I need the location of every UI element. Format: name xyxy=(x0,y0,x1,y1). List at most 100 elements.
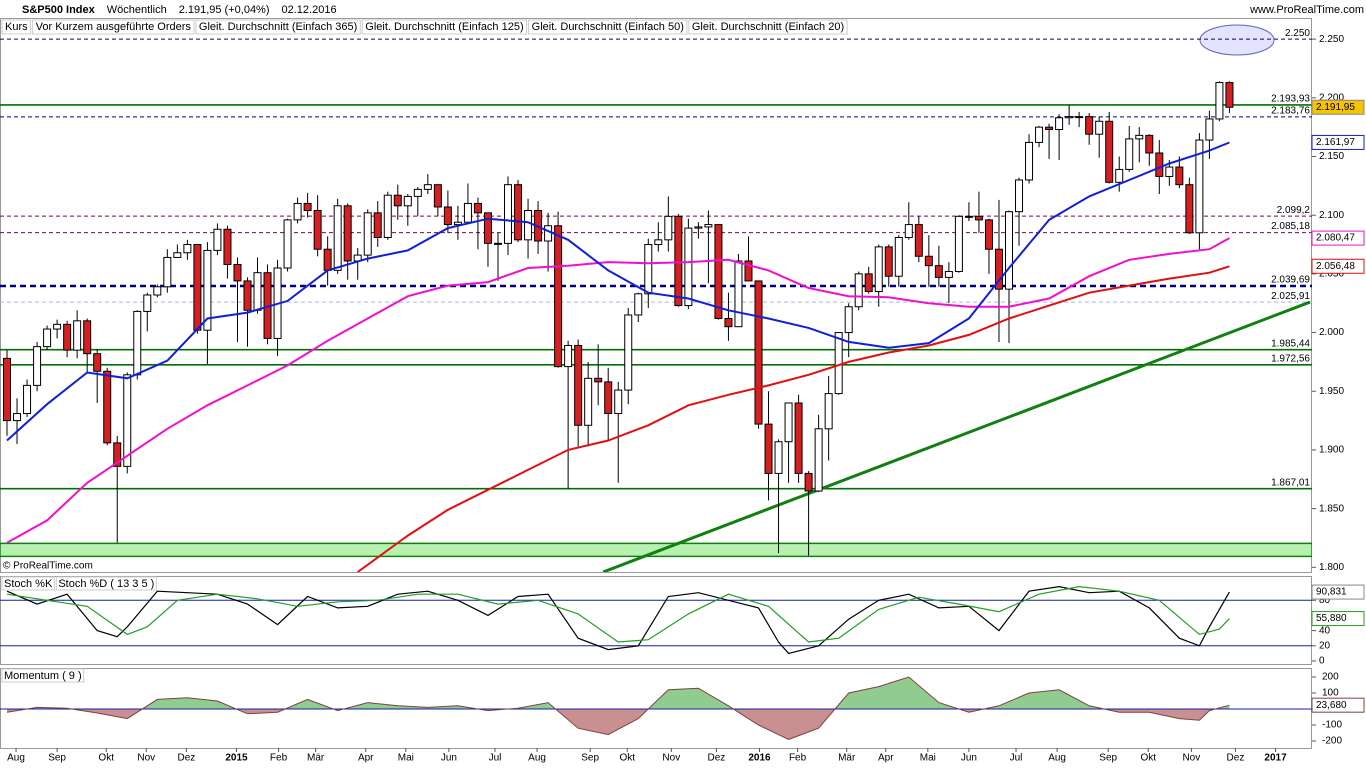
candle-body xyxy=(413,188,422,197)
momentum-area-down xyxy=(7,708,1216,740)
x-tick-label: Okt xyxy=(619,753,635,764)
header-date: 02.12.2016 xyxy=(282,4,337,16)
candle-body xyxy=(714,224,723,319)
header-title: S&P500 Index xyxy=(22,4,96,16)
level-label: 2.183,76 xyxy=(1271,106,1310,117)
value-tag-box xyxy=(1311,99,1365,115)
candle-body xyxy=(864,273,873,292)
price-plot xyxy=(0,38,1312,572)
candle-body xyxy=(1185,184,1194,234)
x-tick-label: Dez xyxy=(1227,753,1245,764)
candle-body xyxy=(1105,120,1114,183)
candle-body xyxy=(313,209,322,250)
y-tick-label: 2.250 xyxy=(1319,34,1344,45)
legend-entry: Vor Kurzem ausgeführte Orders xyxy=(36,21,192,33)
level-label: 2.085,18 xyxy=(1271,221,1310,232)
candle-body xyxy=(103,370,112,444)
level-label: 1.867,01 xyxy=(1271,477,1310,488)
candle-body xyxy=(363,212,372,256)
candle-body xyxy=(644,244,653,295)
candle-body xyxy=(1085,116,1094,135)
candle-body xyxy=(814,428,823,492)
candle-body xyxy=(1145,134,1154,154)
y-tick-label: 20 xyxy=(1319,640,1331,651)
candle-body xyxy=(1135,134,1144,140)
candle-body xyxy=(834,332,843,395)
candle-body xyxy=(223,228,232,265)
candle-body xyxy=(584,377,593,426)
copyright: © ProRealTime.com xyxy=(3,561,93,572)
candle-body xyxy=(774,441,783,474)
x-tick-label: Nov xyxy=(137,753,155,764)
x-tick-label: Sep xyxy=(48,753,66,764)
candle-body xyxy=(193,244,202,331)
candle-body xyxy=(964,215,973,218)
candle-body xyxy=(1095,120,1104,135)
x-tick-label: 2016 xyxy=(748,753,771,764)
candle-body xyxy=(594,377,603,383)
legend-box xyxy=(55,576,157,591)
candle-body xyxy=(63,323,72,351)
legend-box xyxy=(361,19,528,35)
candle-body xyxy=(764,423,773,474)
y-tick-label: 1.950 xyxy=(1319,386,1344,397)
level-label: 1.985,44 xyxy=(1271,338,1310,349)
candle-body xyxy=(3,357,12,422)
candle-body xyxy=(213,228,222,251)
momentum-area-up xyxy=(27,677,1230,709)
legend-entry: Stoch %K xyxy=(4,578,53,590)
candle-body xyxy=(634,293,643,316)
level-label: 2.193,93 xyxy=(1271,94,1310,105)
candle-body xyxy=(323,248,332,271)
legend: Kurs Vor Kurzem ausgeführte Orders Gleit. … xyxy=(1,19,848,35)
x-tick-label: Jul xyxy=(489,753,502,764)
candle-body xyxy=(694,226,703,229)
level-label: 1.972,56 xyxy=(1271,353,1310,364)
candle-body xyxy=(854,273,863,308)
legend-box xyxy=(32,19,195,35)
candle-body xyxy=(153,286,162,296)
x-tick-label: Mai xyxy=(398,753,414,764)
candle-body xyxy=(884,246,893,277)
x-tick-label: Dez xyxy=(708,753,726,764)
candle-body xyxy=(874,246,883,292)
candle-body xyxy=(1055,117,1064,131)
legend-entry: Kurs xyxy=(5,21,28,33)
candle-body xyxy=(514,184,523,241)
candle-body xyxy=(524,209,533,241)
candle-body xyxy=(504,184,513,244)
candle-body xyxy=(343,205,352,262)
moving-average xyxy=(6,141,1230,442)
candle-body xyxy=(53,323,62,330)
candle-body xyxy=(113,442,122,467)
candle-body xyxy=(173,252,182,258)
candle-body xyxy=(624,314,633,391)
candle-body xyxy=(804,472,813,492)
candle-body xyxy=(383,194,392,238)
candle-body xyxy=(1015,179,1024,213)
candle-body xyxy=(1215,82,1224,120)
candle-body xyxy=(93,353,102,372)
candle-body xyxy=(203,249,212,331)
legend-box xyxy=(688,19,848,35)
header-quote: 2.191,95 (+0,04%) xyxy=(179,4,270,16)
candle-body xyxy=(1065,116,1074,119)
candle-body xyxy=(994,248,1003,290)
candle-body xyxy=(443,206,452,226)
y-tick-label: 0 xyxy=(1319,656,1325,667)
x-tick-label: Feb xyxy=(789,753,807,764)
candle-body xyxy=(684,227,693,307)
y-tick-label: -200 xyxy=(1322,736,1342,747)
candle-body xyxy=(13,413,22,422)
legend-entry: Stoch %D ( 13 3 5 ) xyxy=(58,578,154,590)
legend-box xyxy=(1,19,32,35)
y-tick-label: 2.000 xyxy=(1319,327,1344,338)
candle-body xyxy=(453,221,462,226)
moving-average xyxy=(357,265,1230,572)
value-tag-box xyxy=(1311,584,1365,600)
candle-body xyxy=(43,328,52,348)
x-tick-label: Mai xyxy=(920,753,936,764)
level-label: 2.250 xyxy=(1285,28,1310,39)
